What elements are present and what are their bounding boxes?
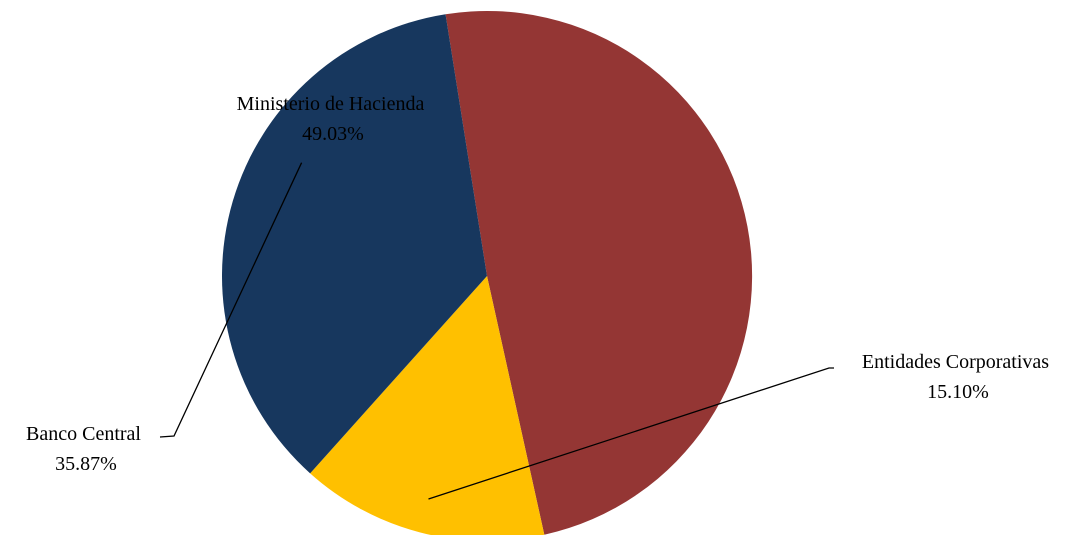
slice-label-ministerio-de-hacienda: Ministerio de Hacienda 49.03% — [237, 93, 430, 145]
slice-value-banco-central: 35.87% — [55, 453, 117, 475]
pie-slice-entidades-corporativas — [310, 276, 545, 535]
slice-name-banco-central: Banco Central — [26, 423, 141, 445]
slice-value-ministerio-de-hacienda: 49.03% — [302, 123, 364, 145]
leader-lines — [159, 162, 834, 500]
pie-slices — [221, 10, 753, 535]
slice-value-entidades-corporativas: 15.10% — [927, 381, 989, 403]
leader-line-banco-central — [159, 162, 303, 438]
pie-slice-ministerio-de-hacienda — [445, 10, 753, 535]
slice-name-entidades-corporativas: Entidades Corporativas — [862, 351, 1049, 373]
slice-label-banco-central: Banco Central 35.87% — [26, 423, 146, 475]
leader-line-entidades-corporativas — [428, 367, 834, 500]
slice-name-ministerio-de-hacienda: Ministerio de Hacienda — [237, 93, 425, 115]
pie-slice-banco-central — [221, 14, 487, 474]
slice-label-entidades-corporativas: Entidades Corporativas 15.10% — [862, 351, 1054, 403]
